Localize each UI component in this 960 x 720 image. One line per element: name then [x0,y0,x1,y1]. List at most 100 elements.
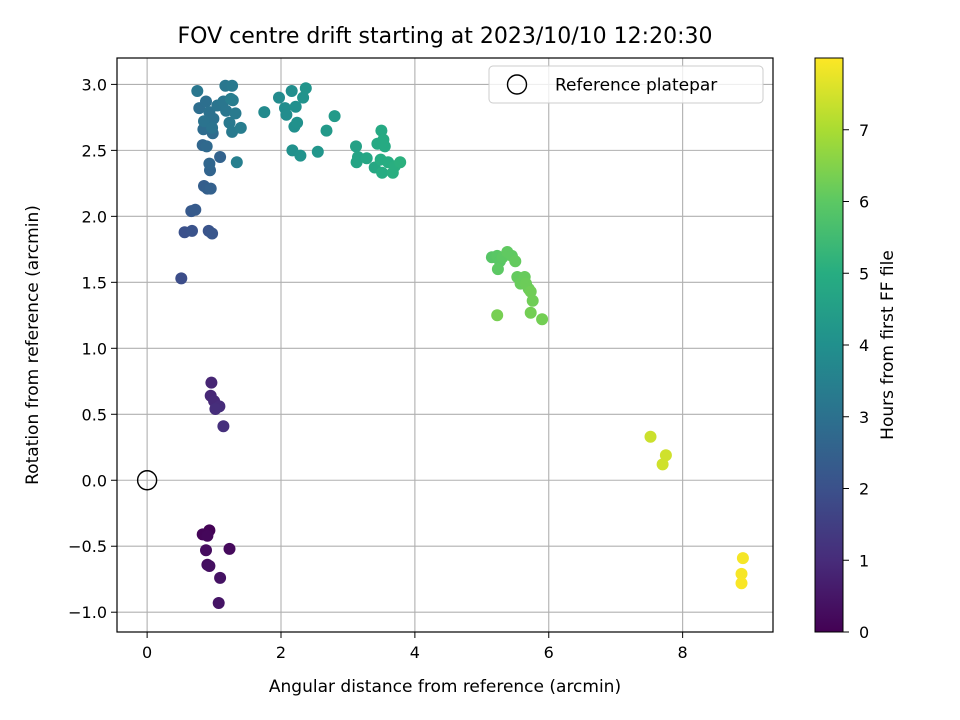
data-point [285,85,298,97]
data-point [350,140,362,153]
data-point [659,449,672,462]
y-tick-label: 2.5 [82,141,107,160]
reference-platepar-marker [136,470,158,491]
x-tick-label: 4 [410,643,420,662]
colorbar-tick-label: 3 [859,408,869,427]
data-point [524,306,537,319]
data-point [524,285,537,298]
y-tick-label: 2.0 [82,207,107,226]
chart-title: FOV centre drift starting at 2023/10/10 … [178,24,713,49]
data-point [258,106,271,119]
data-point [311,145,324,158]
data-point [291,116,304,129]
data-point [273,91,285,104]
data-point [376,166,389,179]
data-point [375,124,388,137]
colorbar-ticks: 0 1 2 3 4 5 6 7 [843,121,869,642]
plot-area-frame [116,57,774,633]
data-points [175,79,749,609]
data-point [299,82,312,95]
data-point [280,108,293,121]
y-axis-ticks: −1.0 −0.5 0.0 0.5 1.0 1.5 2.0 2.5 3.0 [68,75,117,622]
data-point [491,309,504,322]
y-axis-label: Rotation from reference (arcmin) [23,205,43,485]
data-point [191,85,204,97]
data-point [204,182,217,195]
data-point [735,567,748,580]
data-point [226,79,239,92]
x-tick-label: 2 [276,643,286,662]
data-point [294,149,307,162]
reference-marker-group [136,470,158,491]
data-point [234,121,247,134]
y-tick-label: −1.0 [68,603,107,622]
y-tick-label: −0.5 [68,537,107,556]
legend: Reference platepar [488,65,764,104]
colorbar-tick-label: 0 [859,623,869,642]
y-tick-label: 1.0 [82,339,107,358]
data-point [206,121,219,134]
data-point [189,203,202,216]
legend-box [488,65,764,104]
data-point [205,376,218,389]
data-point [644,430,657,443]
data-point [206,227,219,240]
data-point [198,115,210,128]
data-point [203,157,216,170]
data-point [220,104,233,117]
colorbar-tick-label: 1 [859,551,869,570]
x-tick-label: 0 [142,643,152,662]
data-point [186,224,198,237]
data-point [200,544,212,557]
y-tick-label: 0.0 [82,471,107,490]
x-tick-label: 8 [678,643,688,662]
data-point [212,597,225,609]
data-point [175,272,188,285]
data-point [328,110,341,123]
colorbar-tick-label: 4 [859,336,869,355]
data-point [223,542,236,555]
data-point [536,313,549,326]
data-point [200,95,212,108]
colorbar-tick-label: 5 [859,264,869,283]
y-tick-label: 0.5 [82,405,107,424]
data-point [209,403,222,415]
x-tick-label: 6 [544,643,554,662]
data-point [230,156,243,169]
data-point [394,156,407,169]
data-point [217,420,230,433]
data-point [207,112,220,125]
data-point [509,255,522,268]
data-point [223,116,236,129]
colorbar-label: Hours from first FF file [878,250,898,440]
data-point [735,577,748,590]
data-point [203,560,216,572]
data-point [656,458,669,471]
grid-lines [117,58,773,632]
data-point [491,263,504,276]
y-tick-label: 3.0 [82,75,107,94]
data-point [350,156,363,169]
legend-reference-marker [506,74,528,95]
data-point [201,529,214,542]
data-point [736,552,749,565]
data-point [378,140,391,153]
colorbar-tick-label: 6 [859,193,869,212]
data-point [224,92,237,105]
data-point [200,140,213,153]
data-point [214,571,227,584]
colorbar-tick-label: 2 [859,480,869,499]
x-axis-ticks: 0 2 4 6 8 [142,632,688,662]
data-point [214,151,227,163]
colorbar-tick-label: 7 [859,121,869,140]
x-axis-label: Angular distance from reference (arcmin) [269,677,621,697]
colorbar [814,57,844,633]
legend-reference-label: Reference platepar [555,76,717,96]
data-point [320,124,333,137]
data-point [229,107,242,120]
data-point [297,91,310,104]
y-tick-label: 1.5 [82,273,107,292]
data-point [526,294,539,307]
data-point [360,152,373,165]
